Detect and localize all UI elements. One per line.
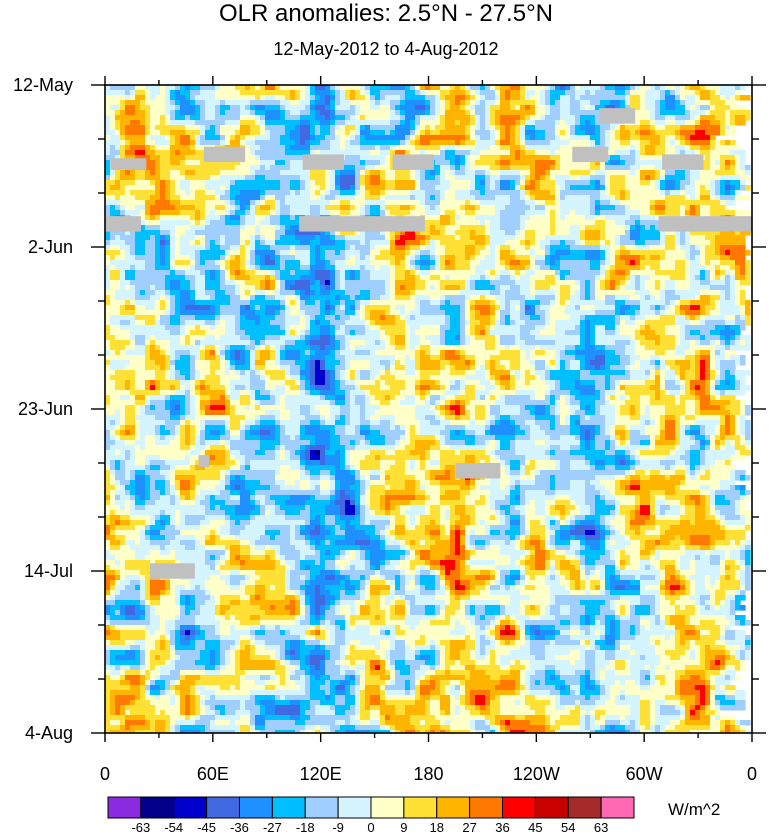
colorbar-swatch [600,796,635,819]
colorbar-label: 36 [495,820,509,834]
colorbar-swatch [271,796,306,819]
missing-data-box [455,463,501,479]
colorbar-swatch [304,796,339,819]
x-tick-label: 60E [197,764,229,784]
colorbar-swatch [173,796,208,819]
colorbar-label: -27 [263,820,282,834]
missing-data-box [198,455,210,467]
colorbar-label: 9 [400,820,407,834]
colorbar-label: -36 [230,820,249,834]
colorbar-label: -54 [164,820,183,834]
axis-ticks [91,76,766,742]
y-axis-labels: 12-May 2-Jun 23-Jun 14-Jul 4-Aug [13,75,73,743]
missing-data-box [203,146,246,163]
colorbar-swatch [436,796,471,819]
x-tick-label: 120E [300,764,342,784]
missing-data-box [658,216,752,232]
x-tick-label: 180 [413,764,443,784]
missing-data-box [392,154,434,170]
colorbar-swatch [107,796,142,819]
missing-data-layer [105,108,752,579]
chart-subtitle: 12-May-2012 to 4-Aug-2012 [273,39,499,59]
colorbar-label: -63 [131,820,150,834]
missing-data-box [149,563,195,579]
x-axis-labels: 0 60E 120E 180 120W 60W 0 [100,764,757,784]
missing-data-box [572,146,609,163]
colorbar-units: W/m^2 [668,800,721,819]
colorbar-swatch [239,796,273,819]
x-tick-label: 120W [513,764,560,784]
colorbar-swatch [502,796,536,819]
colorbar-label: 18 [430,820,444,834]
colorbar: -63 -54 -45 -36 -27 -18 -9 0 9 18 27 36 45 54 63 [107,796,635,834]
missing-data-box [110,158,147,170]
colorbar-label: 54 [561,820,575,834]
colorbar-label: 63 [594,820,608,834]
colorbar-label: -45 [197,820,216,834]
colorbar-label: 45 [528,820,542,834]
missing-data-box [302,154,345,170]
y-tick-label: 14-Jul [24,561,73,581]
colorbar-swatch [370,796,405,819]
colorbar-label: -18 [296,820,315,834]
colorbar-label: 27 [462,820,476,834]
anomaly-field [105,85,751,733]
colorbar-swatch [469,796,503,819]
x-tick-label: 0 [100,764,110,784]
colorbar-label: 0 [367,820,374,834]
colorbar-swatch [140,796,175,819]
colorbar-swatch [206,796,240,819]
colorbar-label: -9 [332,820,344,834]
y-tick-label: 23-Jun [18,399,73,419]
y-tick-label: 2-Jun [28,237,73,257]
chart-title: OLR anomalies: 2.5°N - 27.5°N [218,0,553,27]
colorbar-swatch [534,796,569,819]
missing-data-box [662,154,704,170]
colorbar-swatch [567,796,602,819]
colorbar-swatch [403,796,438,819]
y-tick-label: 12-May [13,75,73,95]
x-tick-label: 60W [626,764,663,784]
missing-data-box [299,216,425,232]
x-tick-label: 0 [747,764,757,784]
missing-data-box [105,216,141,232]
y-tick-label: 4-Aug [25,723,73,743]
missing-data-box [599,108,636,124]
colorbar-swatch [337,796,372,819]
